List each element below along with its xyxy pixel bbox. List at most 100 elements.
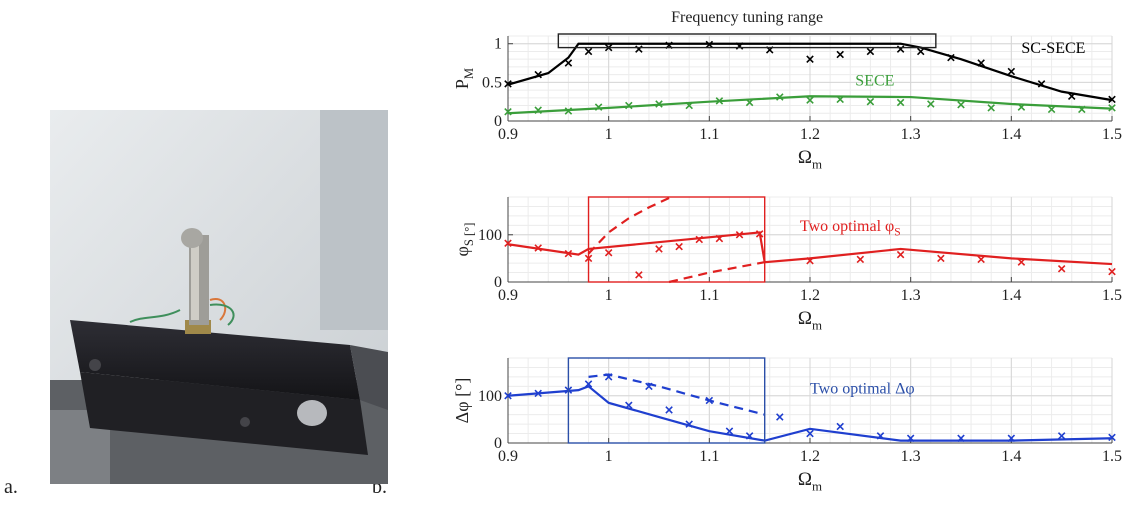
y-tick-label: 0 xyxy=(494,113,502,130)
data-point xyxy=(755,230,764,238)
data-point xyxy=(987,104,995,112)
x-axis-label: Ωm xyxy=(798,147,822,171)
annotation-label: SECE xyxy=(855,72,894,89)
x-tick-label: 0.9 xyxy=(498,448,518,465)
data-point xyxy=(655,245,663,253)
x-tick-label: 0.9 xyxy=(498,287,518,304)
x-tick-label: 1.5 xyxy=(1102,448,1122,465)
y-axis-label: φS [°] xyxy=(452,223,476,257)
series-line xyxy=(507,385,1113,442)
phase-s-chart: 0.9 1 1.1 1.2 1.3 1.4 1.5 0 100 Ωm φS [°] Two optim… xyxy=(452,196,1122,332)
data-point xyxy=(1057,265,1066,273)
cantilever-harvester-photo xyxy=(50,110,388,484)
data-point xyxy=(776,413,784,421)
y-axis-label: Δφ [°] xyxy=(452,378,472,424)
data-point xyxy=(806,96,814,104)
data-point xyxy=(776,93,784,101)
data-point xyxy=(1078,105,1086,114)
data-point xyxy=(896,98,905,107)
annotation-label: Two optimal Δφ xyxy=(810,380,915,397)
marker-series xyxy=(504,373,1116,443)
marker-series xyxy=(504,230,1116,279)
x-tick-label: 1.2 xyxy=(800,448,820,465)
x-tick-label: 1.3 xyxy=(901,287,921,304)
y-tick-label: 0.5 xyxy=(482,74,502,91)
data-point xyxy=(977,59,985,67)
data-point xyxy=(715,97,724,105)
data-point xyxy=(745,432,754,440)
data-point xyxy=(836,95,844,104)
data-point xyxy=(866,97,875,106)
annotation-label: Two optimal φS xyxy=(800,218,901,238)
data-point xyxy=(1017,258,1026,266)
data-point xyxy=(856,255,865,264)
data-point xyxy=(665,406,673,414)
data-point xyxy=(1007,434,1016,443)
dashed-series-line xyxy=(587,196,670,255)
data-point xyxy=(625,401,633,409)
x-tick-label: 1.4 xyxy=(1001,126,1021,143)
data-point xyxy=(604,373,613,381)
data-point xyxy=(504,107,512,116)
x-tick-label: 1.1 xyxy=(699,287,719,304)
y-tick-label: 0 xyxy=(494,274,502,291)
data-point xyxy=(534,244,542,252)
annotation-label: SC-SECE xyxy=(1021,40,1085,57)
data-point xyxy=(604,248,613,257)
y-tick-label: 0 xyxy=(494,435,502,452)
data-point xyxy=(635,271,643,279)
y-tick-label: 100 xyxy=(478,227,502,244)
data-point xyxy=(655,100,663,108)
data-point xyxy=(584,380,593,388)
x-tick-label: 1.3 xyxy=(901,448,921,465)
x-tick-label: 1.5 xyxy=(1102,126,1122,143)
marker-series xyxy=(504,40,1116,104)
data-point xyxy=(685,101,693,110)
data-point xyxy=(947,53,955,62)
data-point xyxy=(735,231,744,239)
data-point xyxy=(705,40,714,49)
data-point xyxy=(806,55,814,63)
data-point xyxy=(534,106,542,114)
grid-lines xyxy=(507,196,1113,283)
data-point xyxy=(1108,433,1116,442)
data-point xyxy=(836,50,844,59)
data-point xyxy=(675,242,683,251)
data-point xyxy=(745,98,754,107)
delta-phi-chart: 0.9 1 1.1 1.2 1.3 1.4 1.5 0 100 Ωm Δφ [°] Two optim… xyxy=(452,357,1122,493)
data-point xyxy=(927,100,935,108)
data-point xyxy=(645,382,653,391)
data-point xyxy=(564,249,573,258)
data-point xyxy=(977,255,985,264)
x-tick-label: 1.1 xyxy=(699,448,719,465)
x-axis-label: Ωm xyxy=(798,469,822,493)
highlight-box xyxy=(567,357,766,444)
x-tick-label: 1.4 xyxy=(1001,448,1021,465)
data-point xyxy=(1007,67,1016,76)
data-point xyxy=(534,389,542,398)
series-line xyxy=(507,95,1113,115)
x-tick-label: 1.1 xyxy=(699,126,719,143)
charts-panel: 0.9 1 1.1 1.2 1.3 1.4 1.5 0 0.5 1 Ωm PM Frequency tu… xyxy=(452,9,1122,493)
x-tick-label: 1.2 xyxy=(800,287,820,304)
data-point xyxy=(866,47,875,56)
data-point xyxy=(806,429,814,438)
series-line xyxy=(507,42,1113,102)
data-point xyxy=(937,254,945,263)
marker-series xyxy=(504,93,1116,116)
data-point xyxy=(896,250,905,259)
data-point xyxy=(1108,95,1116,104)
data-point xyxy=(584,47,593,56)
data-point xyxy=(1067,92,1076,101)
highlight-box xyxy=(557,33,937,49)
data-point xyxy=(725,427,734,435)
x-tick-label: 1.3 xyxy=(901,126,921,143)
x-tick-label: 1 xyxy=(605,287,613,304)
data-point xyxy=(534,70,542,79)
y-tick-label: 100 xyxy=(478,388,502,405)
data-point xyxy=(594,103,603,111)
data-point xyxy=(836,422,844,431)
y-tick-label: 1 xyxy=(494,36,502,53)
data-point xyxy=(1037,80,1046,88)
dashed-series-line xyxy=(588,373,765,416)
